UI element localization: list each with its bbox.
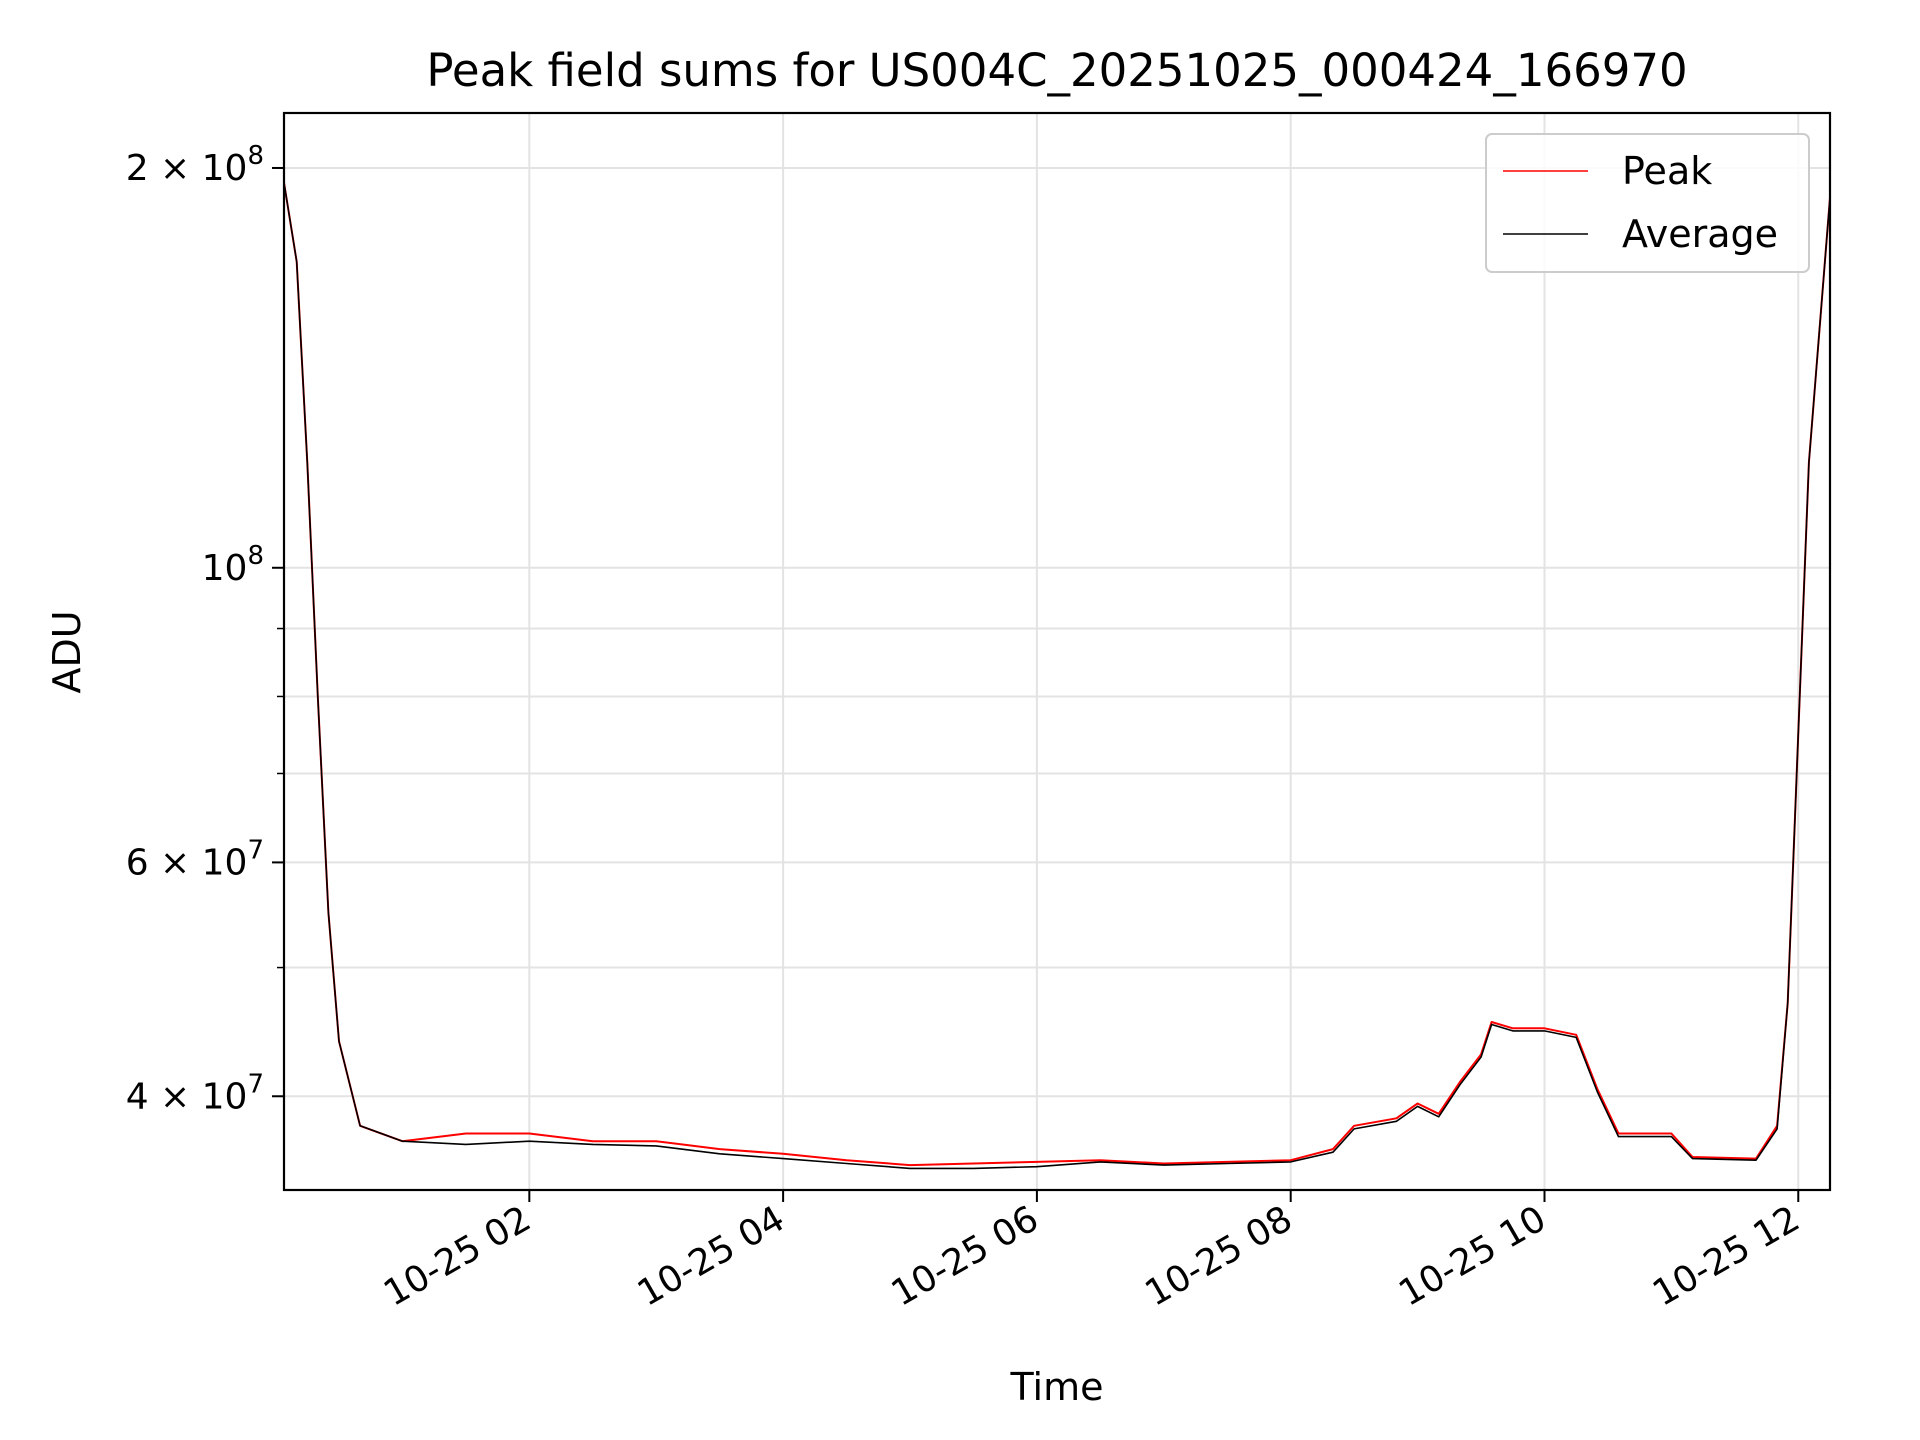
legend-frame (1485, 133, 1810, 273)
series-line-average (283, 182, 1831, 1170)
y-tick-label: 108 (202, 541, 264, 589)
y-tick-label: 6 × 107 (126, 835, 264, 883)
plot-frame (282, 111, 1832, 1192)
legend-label-average: Average (1622, 212, 1778, 256)
series-layer (283, 182, 1831, 1170)
chart-title: Peak field sums for US004C_20251025_0004… (426, 44, 1687, 97)
grid-layer (284, 113, 1830, 1190)
y-tick-label: 4 × 107 (126, 1069, 264, 1117)
x-axis-title: Time (1010, 1365, 1104, 1409)
legend: Peak Average (1485, 133, 1810, 273)
y-tick-label: 2 × 108 (126, 141, 264, 189)
legend-label-peak: Peak (1622, 149, 1712, 193)
y-axis-title: ADU (45, 610, 89, 693)
